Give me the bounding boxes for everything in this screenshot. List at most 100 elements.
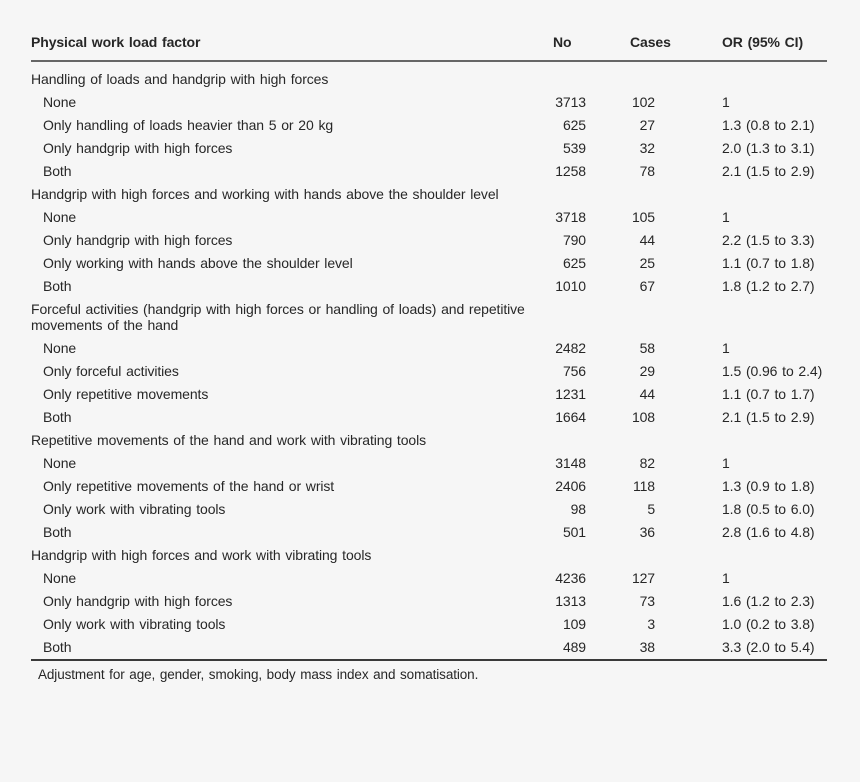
table-row: Only handgrip with high forces 1313 73 1.6 … [31,590,827,613]
results-table: Physical work load factor No Cases OR (9… [31,28,827,661]
no-value: 3713 [555,93,586,110]
table-row: None 3718 105 1 [31,206,827,229]
column-header-no: No [500,28,586,62]
row-label: Only working with hands above the should… [43,254,353,271]
row-label: None [43,208,77,225]
cases-value: 38 [639,638,655,655]
section-title: Handling of loads and handgrip with high… [31,71,329,87]
no-value: 489 [562,638,586,655]
table-header-row: Physical work load factor No Cases OR (9… [31,28,827,62]
no-value: 3718 [555,208,586,225]
row-label: Only handgrip with high forces [43,231,233,248]
or-value: 1.0 (0.2 to 3.8) [722,615,815,632]
table-row: Only handgrip with high forces 539 32 2.0 (… [31,137,827,160]
or-value: 1.1 (0.7 to 1.7) [722,386,815,403]
row-label: Only forceful activities [43,363,179,380]
row-label: None [43,569,77,586]
row-label: Both [43,277,72,294]
or-value: 2.8 (1.6 to 4.8) [722,524,815,540]
section-header-row: Handgrip with high forces and work with … [31,544,827,567]
table-row: Only repetitive movements 1231 44 1.1 (0.7 … [31,383,827,406]
table-footnote: Adjustment for age, gender, smoking, bod… [38,666,479,682]
table-row: None 3148 82 1 [31,452,827,475]
cases-value: 27 [639,116,655,133]
no-value: 4236 [555,569,586,586]
no-value: 1313 [555,592,586,609]
cases-value: 118 [632,478,655,495]
column-header-cases: Cases [586,28,671,62]
row-label: Only repetitive movements of the hand or… [43,478,335,495]
cases-value: 108 [631,409,655,426]
or-value: 1.8 (1.2 to 2.7) [722,277,815,294]
cases-value: 67 [639,277,655,294]
or-value: 1.8 (0.5 to 6.0) [722,501,815,518]
or-value: 1.3 (0.8 to 2.1) [722,116,815,133]
column-header-factor: Physical work load factor [31,28,500,62]
table-row: Both 501 36 2.8 (1.6 to 4.8) [31,521,827,544]
table-row: Both 1010 67 1.8 (1.2 to 2.7) [31,275,827,298]
or-value: 2.1 (1.5 to 2.9) [722,162,815,179]
or-value: 1.5 (0.96 to 2.4) [722,363,823,380]
section-title: Handgrip with high forces and working wi… [31,185,499,202]
row-label: Only handgrip with high forces [43,139,233,156]
row-label: None [43,93,77,110]
no-value: 1231 [555,386,586,403]
results-table-wrap: Physical work load factor No Cases OR (9… [31,28,827,682]
cases-value: 32 [639,139,655,156]
table-row: Both 1664 108 2.1 (1.5 to 2.9) [31,406,827,429]
row-label: None [43,455,77,472]
row-label: Only work with vibrating tools [43,501,226,518]
or-value: 1 [722,93,730,110]
cases-value: 25 [639,254,655,271]
table-row: Only work with vibrating tools 98 5 1.8 (0.… [31,498,827,521]
or-value: 1 [722,569,730,586]
cases-value: 36 [639,524,655,540]
cases-value: 73 [639,592,655,609]
section-title: Repetitive movements of the hand and wor… [31,432,427,449]
or-value: 2.0 (1.3 to 3.1) [722,139,815,156]
row-label: Both [43,409,72,426]
section-title: Forceful activities (handgrip with high … [31,300,525,334]
no-value: 1664 [555,409,586,426]
table-row: Only handling of loads heavier than 5 or… [31,114,827,137]
or-value: 1 [722,208,730,225]
or-value: 1 [722,340,730,357]
or-value: 2.2 (1.5 to 3.3) [722,231,815,248]
cases-value: 58 [639,340,655,357]
no-value: 109 [562,615,586,632]
cases-value: 82 [639,455,655,472]
or-value: 1.1 (0.7 to 1.8) [722,254,815,271]
no-value: 625 [562,254,586,271]
table-row: Only working with hands above the should… [31,252,827,275]
no-value: 790 [562,231,586,248]
table-row: Both 1258 78 2.1 (1.5 to 2.9) [31,160,827,183]
cases-value: 44 [639,231,655,248]
row-label: Only repetitive movements [43,386,209,403]
no-value: 2406 [555,478,586,495]
row-label: Both [43,638,72,655]
cases-value: 78 [639,162,655,179]
or-value: 1.3 (0.9 to 1.8) [722,478,815,495]
column-header-or: OR (95% CI) [655,28,827,62]
no-value: 539 [562,139,586,156]
cases-value: 3 [647,615,655,632]
row-label: Both [43,524,72,540]
section-header-row: Forceful activities (handgrip with high … [31,298,827,338]
table-row: None 3713 102 1 [31,91,827,114]
no-value: 625 [562,116,586,133]
no-value: 501 [562,524,586,540]
row-label: None [43,340,77,357]
cases-value: 127 [631,569,655,586]
or-value: 1.6 (1.2 to 2.3) [722,592,815,609]
no-value: 98 [570,501,586,518]
no-value: 756 [562,363,586,380]
table-row: Only work with vibrating tools 109 3 1.0 (0… [31,613,827,636]
or-value: 3.3 (2.0 to 5.4) [722,638,815,655]
cases-value: 105 [631,208,655,225]
table-row: None 4236 127 1 [31,567,827,590]
row-label: Only handling of loads heavier than 5 or… [43,116,334,133]
table-body: Handling of loads and handgrip with high… [31,61,827,660]
or-value: 1 [722,455,730,472]
cases-value: 102 [631,93,655,110]
